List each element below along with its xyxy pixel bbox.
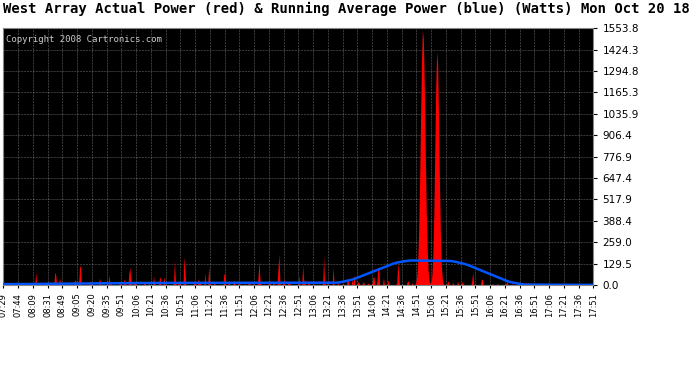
Text: Copyright 2008 Cartronics.com: Copyright 2008 Cartronics.com — [6, 34, 162, 44]
Text: West Array Actual Power (red) & Running Average Power (blue) (Watts) Mon Oct 20 : West Array Actual Power (red) & Running … — [3, 2, 690, 16]
